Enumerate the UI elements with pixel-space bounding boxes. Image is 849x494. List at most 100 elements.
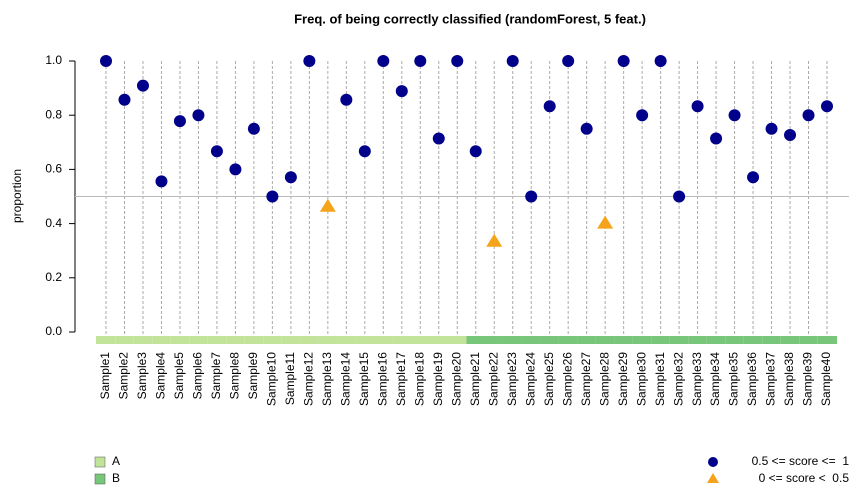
point (765, 122, 778, 135)
point (377, 55, 390, 67)
point (284, 171, 297, 184)
x-tick-label: Sample4 (154, 352, 168, 400)
x-tick-label: Sample27 (579, 352, 593, 406)
point (617, 55, 630, 67)
x-tick-label: Sample29 (616, 352, 630, 406)
x-tick-label: Sample31 (653, 352, 667, 406)
y-tick-label: 0.4 (45, 216, 62, 230)
chart-title: Freq. of being correctly classified (ran… (294, 11, 646, 26)
group-bar (780, 336, 800, 344)
point (432, 132, 445, 145)
group-bar (651, 336, 670, 344)
point (229, 163, 242, 176)
point (469, 145, 482, 158)
group-bar (281, 336, 301, 344)
group-bar (725, 336, 744, 344)
point (802, 109, 815, 122)
group-bar (189, 336, 208, 344)
x-tick-label: Sample37 (764, 352, 778, 406)
x-tick-label: Sample12 (302, 352, 316, 406)
group-bar (392, 336, 412, 344)
x-tick-label: Sample16 (375, 352, 389, 406)
group-bar (743, 336, 763, 344)
x-tick-label: Sample2 (117, 352, 131, 400)
group-bar (817, 336, 837, 344)
point (580, 122, 593, 135)
x-tick-label: Sample26 (560, 352, 574, 406)
point (414, 55, 427, 67)
group-bar (244, 336, 264, 344)
group-bar (706, 336, 726, 344)
point (486, 233, 503, 247)
x-tick-label: Sample10 (265, 352, 279, 406)
x-tick-label: Sample8 (228, 352, 242, 400)
group-bar (207, 336, 227, 344)
point (266, 190, 279, 203)
point (728, 109, 741, 122)
x-tick-label: Sample7 (209, 352, 223, 400)
x-tick-label: Sample38 (782, 352, 796, 406)
x-tick-label: Sample20 (449, 352, 463, 406)
point (525, 190, 538, 203)
x-tick-label: Sample1 (98, 352, 112, 400)
y-axis-label: proportion (10, 169, 24, 223)
group-bar (152, 336, 171, 344)
y-tick-label: 0.0 (45, 324, 62, 338)
x-tick-label: Sample11 (283, 352, 297, 405)
y-tick-label: 1.0 (45, 53, 62, 67)
y-tick-label: 0.2 (45, 270, 62, 284)
group-bar (688, 336, 707, 344)
point (340, 93, 353, 106)
group-bar (669, 336, 689, 344)
group-bar (484, 336, 504, 344)
x-tick-label: Sample18 (412, 352, 426, 406)
point (784, 128, 797, 141)
y-tick-label: 0.8 (45, 107, 62, 121)
group-bar (133, 336, 153, 344)
x-tick-label: Sample21 (468, 352, 482, 406)
point (210, 145, 223, 158)
point (155, 175, 168, 188)
point (506, 55, 519, 67)
x-tick-label: Sample25 (542, 352, 556, 406)
legend-label: B (112, 471, 120, 485)
legend-marker (708, 457, 718, 467)
group-bar (540, 336, 559, 344)
point (358, 145, 371, 158)
x-tick-label: Sample40 (819, 352, 833, 406)
x-tick-label: Sample24 (523, 352, 537, 406)
point (247, 122, 260, 135)
group-bar (263, 336, 282, 344)
legend-label: A (112, 454, 120, 468)
legend-label: 0.5 <= score <= 1 (752, 454, 849, 468)
x-tick-label: Sample17 (394, 352, 408, 406)
group-bar (318, 336, 338, 344)
x-tick-label: Sample32 (671, 352, 685, 406)
point (821, 100, 833, 113)
group-bar (226, 336, 245, 344)
group-bar (577, 336, 596, 344)
point (710, 132, 723, 145)
point (673, 190, 686, 203)
point (636, 109, 649, 122)
group-bar (300, 336, 319, 344)
point (451, 55, 464, 67)
group-bar (466, 336, 485, 344)
x-tick-label: Sample5 (172, 352, 186, 400)
x-tick-label: Sample19 (431, 352, 445, 406)
point (303, 55, 316, 67)
legend-label: 0 <= score < 0.5 (759, 471, 849, 485)
group-bar (170, 336, 190, 344)
x-tick-label: Sample9 (246, 352, 260, 400)
x-tick-label: Sample6 (191, 352, 205, 400)
point (597, 215, 614, 229)
point (395, 85, 408, 98)
x-tick-label: Sample35 (727, 352, 741, 406)
group-bar (374, 336, 393, 344)
x-tick-label: Sample14 (339, 352, 353, 406)
group-bar (595, 336, 615, 344)
point (691, 100, 704, 113)
group-bar (429, 336, 449, 344)
group-bar (503, 336, 522, 344)
x-tick-label: Sample13 (320, 352, 334, 406)
